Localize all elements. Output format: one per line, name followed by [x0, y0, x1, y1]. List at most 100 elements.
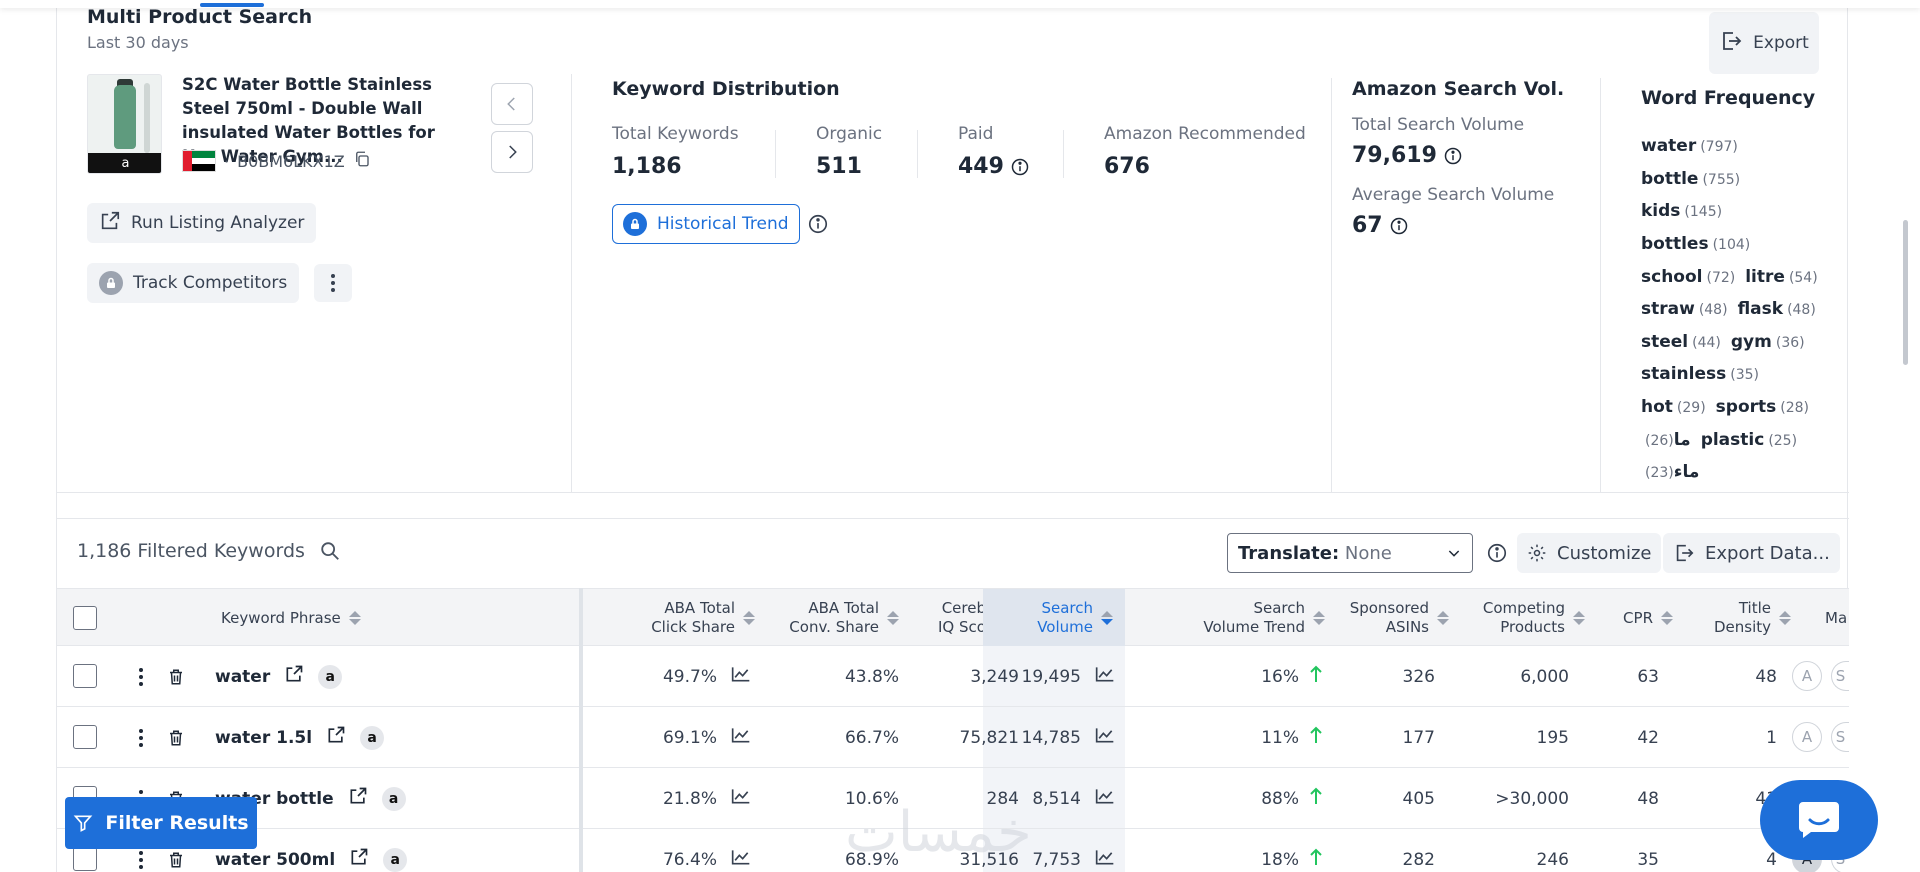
word-frequency-item[interactable]: water (797): [1641, 136, 1738, 157]
trend-chart-icon[interactable]: [731, 787, 751, 810]
word-frequency-item[interactable]: ماء(23): [1645, 462, 1700, 483]
word-frequency-row: kids (145): [1641, 195, 1841, 228]
chat-icon: [1799, 802, 1839, 838]
title-density-cell: 48: [1755, 666, 1777, 687]
word-frequency-item[interactable]: steel (44): [1641, 331, 1721, 352]
search-volume-cell: 7,753: [983, 829, 1115, 872]
aba-click-share-cell: 49.7%: [587, 646, 751, 707]
header-aba-click-share[interactable]: ABA Total Click Share: [587, 589, 755, 647]
row-checkbox[interactable]: [73, 847, 97, 871]
translate-value: None: [1344, 542, 1392, 564]
export-button[interactable]: Export: [1709, 12, 1819, 74]
page-scrollbar[interactable]: [1903, 220, 1908, 365]
more-vertical-icon[interactable]: [131, 707, 151, 768]
filter-results-button[interactable]: Filter Results: [65, 797, 257, 849]
export-data-button[interactable]: Export Data...: [1663, 533, 1840, 573]
trash-icon[interactable]: [165, 829, 187, 872]
lock-icon: [99, 271, 123, 295]
match-type-badge[interactable]: S: [1831, 661, 1849, 691]
word-frequency-item[interactable]: plastic (25): [1700, 429, 1798, 450]
historical-trend-button[interactable]: Historical Trend: [612, 204, 800, 244]
word-frequency-item[interactable]: litre (54): [1745, 266, 1818, 287]
next-product-button[interactable]: [491, 131, 533, 173]
table-row[interactable]: water a 49.7% 43.8% 3,249 19,495 16% 326…: [57, 646, 1849, 707]
info-icon[interactable]: [1443, 146, 1463, 166]
word-frequency-item[interactable]: sports (28): [1715, 397, 1810, 418]
trend-chart-icon[interactable]: [1095, 848, 1115, 871]
header-search-volume-trend[interactable]: Search Volume Trend: [1127, 589, 1325, 647]
table-row[interactable]: water 500ml a 76.4% 68.9% 31,516 7,753 1…: [57, 829, 1849, 872]
chevron-right-icon: [509, 145, 517, 159]
match-type-badge[interactable]: A: [1792, 661, 1822, 691]
trash-icon[interactable]: [165, 707, 187, 768]
header-keyword-phrase[interactable]: Keyword Phrase: [221, 589, 401, 647]
product-image[interactable]: a: [87, 74, 162, 174]
total-search-volume-label: Total Search Volume: [1352, 115, 1525, 135]
more-actions-button[interactable]: [314, 264, 352, 302]
header-title-density[interactable]: Title Density: [1675, 589, 1791, 647]
filtered-keywords-count: 1,186 Filtered Keywords: [77, 540, 341, 562]
amazon-icon[interactable]: a: [381, 786, 406, 811]
external-link-icon[interactable]: [349, 847, 369, 872]
info-icon[interactable]: [1389, 216, 1409, 236]
amazon-icon[interactable]: a: [318, 664, 343, 689]
customize-button[interactable]: Customize: [1517, 533, 1662, 573]
info-icon[interactable]: [807, 213, 829, 235]
header-search-volume[interactable]: Search Volume: [983, 589, 1125, 647]
word-frequency-item[interactable]: kids (145): [1641, 201, 1723, 222]
word-frequency-item[interactable]: bottle (755): [1641, 168, 1741, 189]
info-icon[interactable]: [1010, 157, 1030, 177]
more-vertical-icon[interactable]: [131, 829, 151, 872]
translate-select[interactable]: Translate: None: [1227, 533, 1473, 573]
export-data-label: Export Data...: [1705, 542, 1830, 564]
word-frequency-item[interactable]: flask (48): [1737, 299, 1816, 320]
previous-product-button[interactable]: [491, 83, 533, 125]
trend-chart-icon[interactable]: [1095, 726, 1115, 749]
word-frequency-item[interactable]: school (72): [1641, 266, 1736, 287]
external-link-icon: [99, 210, 121, 237]
chat-support-button[interactable]: [1760, 780, 1878, 860]
header-aba-conv-share[interactable]: ABA Total Conv. Share: [757, 589, 899, 647]
amazon-icon[interactable]: a: [360, 725, 385, 750]
trash-icon[interactable]: [165, 646, 187, 707]
export-icon: [1719, 29, 1743, 58]
header-competing-products[interactable]: Competing Products: [1451, 589, 1585, 647]
word-frequency-item[interactable]: gym (36): [1730, 331, 1805, 352]
competing-products-cell: 6,000: [1520, 666, 1569, 687]
sort-icon: [1437, 611, 1449, 625]
trend-chart-icon[interactable]: [731, 848, 751, 871]
header-match-type[interactable]: Ma: [1825, 608, 1848, 627]
info-icon[interactable]: [1486, 542, 1508, 564]
header-sponsored-asins[interactable]: Sponsored ASINs: [1327, 589, 1449, 647]
trend-chart-icon[interactable]: [731, 726, 751, 749]
track-competitors-label: Track Competitors: [133, 273, 288, 293]
word-frequency-item[interactable]: stainless (35): [1641, 364, 1759, 385]
amazon-icon[interactable]: a: [383, 847, 408, 872]
match-type-badge[interactable]: A: [1792, 722, 1822, 752]
trend-chart-icon[interactable]: [1095, 787, 1115, 810]
organic-value: 511: [816, 154, 862, 179]
row-checkbox[interactable]: [73, 725, 97, 749]
search-icon[interactable]: [319, 540, 341, 562]
word-frequency-item[interactable]: bottles (104): [1641, 234, 1751, 255]
external-link-icon[interactable]: [284, 664, 304, 689]
frozen-column-divider: [579, 588, 583, 872]
external-link-icon[interactable]: [326, 725, 346, 750]
table-row[interactable]: water 1.5l a 69.1% 66.7% 75,821 14,785 1…: [57, 707, 1849, 768]
row-checkbox[interactable]: [73, 664, 97, 688]
amazon-search-volume-title: Amazon Search Vol.: [1352, 78, 1565, 100]
word-frequency-item[interactable]: hot (29): [1641, 397, 1706, 418]
copy-icon[interactable]: [353, 150, 371, 172]
keyword-cell: water a: [215, 646, 555, 707]
trend-chart-icon[interactable]: [1095, 665, 1115, 688]
run-listing-analyzer-button[interactable]: Run Listing Analyzer: [87, 203, 317, 243]
track-competitors-button[interactable]: Track Competitors: [87, 263, 300, 303]
word-frequency-item[interactable]: ما(26): [1645, 429, 1691, 450]
word-frequency-item[interactable]: straw (48): [1641, 299, 1728, 320]
more-vertical-icon[interactable]: [131, 646, 151, 707]
external-link-icon[interactable]: [348, 786, 368, 811]
match-type-badge[interactable]: S: [1831, 722, 1849, 752]
select-all-checkbox[interactable]: [73, 606, 97, 630]
header-cpr[interactable]: CPR: [1587, 589, 1673, 647]
trend-chart-icon[interactable]: [731, 665, 751, 688]
